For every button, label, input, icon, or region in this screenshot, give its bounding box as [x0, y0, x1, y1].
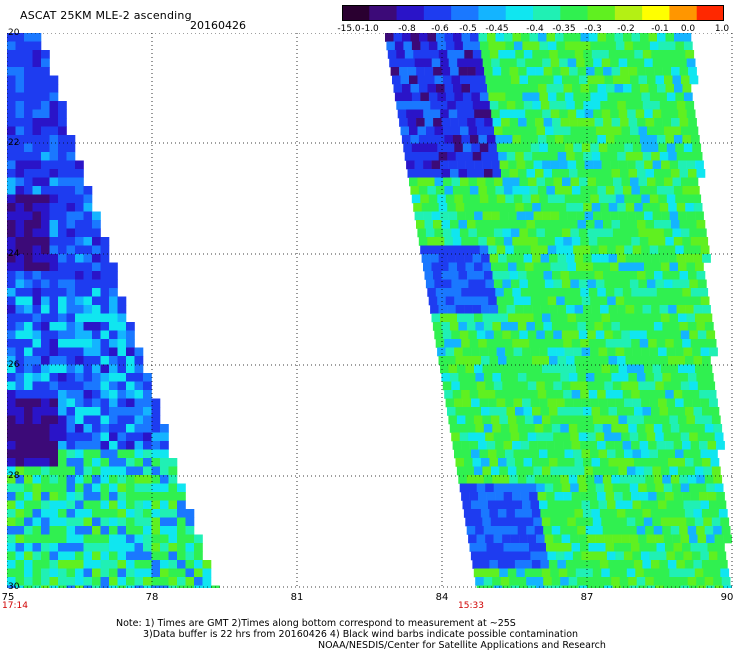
colorbar-swatch [669, 5, 698, 21]
colorbar-swatch [478, 5, 507, 21]
colorbar-swatch [533, 5, 561, 21]
colorbar-tick-label: -0.3 [584, 24, 602, 34]
colorbar-swatches [342, 5, 725, 21]
colorbar-swatch [451, 5, 480, 21]
colorbar-swatch [614, 5, 643, 21]
note-line-2: 3)Data buffer is 22 hrs from 20160426 4)… [143, 629, 579, 640]
colorbar-tick-label: -0.35 [552, 24, 576, 34]
colorbar-labels: -15.0 -1.0 -0.8 -0.6 -0.5 -0.45 -0.4 -0.35 -0.3 -… [330, 24, 735, 36]
y-tick-label: 26 [8, 360, 20, 370]
graticule [7, 33, 733, 588]
time-label-left: 17:14 [2, 601, 28, 611]
swath-left [7, 33, 220, 588]
note-line-3: NOAA/NESDIS/Center for Satellite Applica… [318, 640, 606, 651]
y-tick-label: 28 [8, 471, 20, 481]
colorbar-tick-label: -1.0 [361, 24, 379, 34]
colorbar-tick-label: -0.5 [459, 24, 477, 34]
colorbar-swatch [369, 5, 398, 21]
colorbar-tick-label: -0.4 [526, 24, 544, 34]
x-tick-label: 84 [435, 592, 449, 603]
product-date: 20160426 [190, 19, 246, 32]
colorbar-tick-label: -15.0 [337, 24, 361, 34]
x-tick-label: 78 [145, 592, 159, 603]
map-svg [7, 33, 733, 588]
colorbar-swatch [696, 5, 725, 21]
colorbar-frame [342, 5, 724, 21]
colorbar-tick-label: -0.6 [431, 24, 449, 34]
x-tick-label: 87 [580, 592, 594, 603]
colorbar-tick-label: -0.2 [617, 24, 635, 34]
colorbar-swatch [342, 5, 370, 21]
x-tick-label: 75 [1, 592, 15, 603]
time-label-right: 15:33 [458, 601, 484, 611]
x-tick-label: 81 [290, 592, 304, 603]
x-tick-label: 90 [720, 592, 734, 603]
colorbar-swatch [423, 5, 452, 21]
colorbar-swatch [396, 5, 425, 21]
colorbar-swatch [560, 5, 589, 21]
note-line-1: Note: 1) Times are GMT 2)Times along bot… [116, 618, 516, 629]
colorbar-swatch [587, 5, 616, 21]
product-title: ASCAT 25KM MLE-2 ascending [20, 9, 192, 22]
colorbar-swatch [642, 5, 671, 21]
y-tick-label: 20 [8, 28, 20, 38]
colorbar-tick-label: -0.8 [398, 24, 416, 34]
colorbar-swatch [505, 5, 534, 21]
y-tick-label: 30 [8, 582, 20, 592]
colorbar-tick-label: 1.0 [714, 24, 730, 34]
colorbar-tick-label: 0.0 [680, 24, 696, 34]
swath-right [385, 33, 732, 588]
colorbar-tick-label: -0.1 [651, 24, 669, 34]
map-plot-area[interactable] [7, 33, 733, 588]
y-tick-label: 24 [8, 249, 20, 259]
colorbar-tick-label: -0.45 [485, 24, 509, 34]
y-tick-label: 22 [8, 138, 20, 148]
colorbar [342, 5, 725, 21]
